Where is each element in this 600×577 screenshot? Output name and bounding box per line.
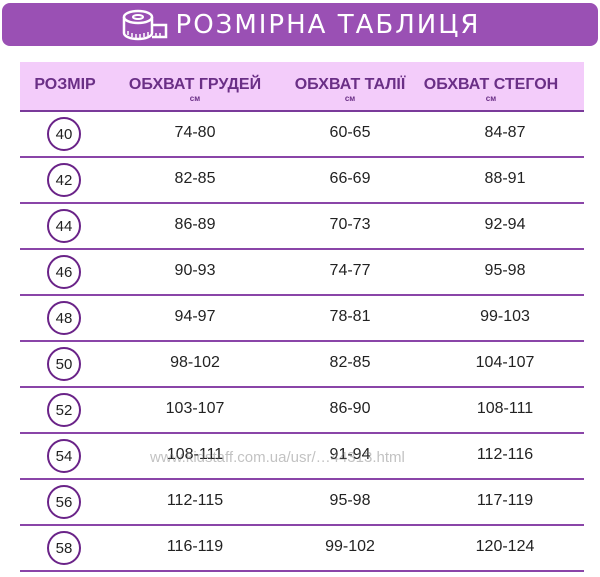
hips-cell: 117-119 [476, 492, 534, 509]
title-banner: РОЗМІРНА ТАБЛИЦЯ [2, 3, 598, 46]
waist-cell: 95-98 [329, 492, 371, 509]
size-badge: 52 [47, 393, 81, 427]
page-title: РОЗМІРНА ТАБЛИЦЯ [175, 9, 481, 40]
table-row: 42 82-85 66-69 88-91 [20, 158, 584, 204]
waist-cell: 66-69 [329, 170, 371, 187]
hips-cell: 99-103 [480, 308, 530, 325]
measuring-tape-icon [122, 9, 167, 40]
size-badge: 50 [47, 347, 81, 381]
table-row: 52 103-107 86-90 108-111 [20, 388, 584, 434]
watermark: www.kidstaff.com.ua/usr/…44313.html [150, 449, 405, 466]
hips-cell: 108-111 [476, 400, 534, 417]
waist-cell: 70-73 [329, 216, 371, 233]
header-chest: ОБХВАТ ГРУДЕЙ см [128, 76, 262, 103]
table-row: 50 98-102 82-85 104-107 [20, 342, 584, 388]
chest-cell: 116-119 [166, 538, 224, 555]
waist-cell: 60-65 [329, 124, 371, 141]
waist-cell: 74-77 [329, 262, 371, 279]
chest-cell: 112-115 [166, 492, 224, 509]
chest-cell: 103-107 [165, 400, 225, 417]
table-row: 54 108-111 91-94 112-116 [20, 434, 584, 480]
table-row: 56 112-115 95-98 117-119 [20, 480, 584, 526]
size-badge: 44 [47, 209, 81, 243]
table-row: 44 86-89 70-73 92-94 [20, 204, 584, 250]
table-row: 48 94-97 78-81 99-103 [20, 296, 584, 342]
chest-cell: 90-93 [174, 262, 216, 279]
hips-cell: 92-94 [484, 216, 526, 233]
chest-cell: 82-85 [174, 170, 216, 187]
waist-cell: 78-81 [329, 308, 371, 325]
waist-cell: 82-85 [329, 354, 371, 371]
header-size: РОЗМІР [34, 76, 96, 93]
size-badge: 48 [47, 301, 81, 335]
hips-cell: 95-98 [484, 262, 526, 279]
size-badge: 42 [47, 163, 81, 197]
table-row: 58 116-119 99-102 120-124 [20, 526, 584, 572]
header-hips: ОБХВАТ СТЕГОН см [423, 76, 559, 103]
table-header: РОЗМІР ОБХВАТ ГРУДЕЙ см ОБХВАТ ТАЛІЇ см ОБ… [20, 62, 584, 112]
chest-cell: 94-97 [174, 308, 216, 325]
table-row: 40 74-80 60-65 84-87 [20, 112, 584, 158]
chest-cell: 108-111 [166, 446, 224, 463]
hips-cell: 104-107 [475, 354, 535, 371]
waist-cell: 86-90 [329, 400, 371, 417]
size-badge: 54 [47, 439, 81, 473]
hips-cell: 84-87 [484, 124, 526, 141]
waist-cell: 91-94 [329, 446, 371, 463]
hips-cell: 88-91 [484, 170, 526, 187]
size-badge: 46 [47, 255, 81, 289]
hips-cell: 120-124 [475, 538, 535, 555]
header-waist: ОБХВАТ ТАЛІЇ см [294, 76, 406, 103]
chest-cell: 98-102 [170, 354, 220, 371]
hips-cell: 112-116 [476, 446, 534, 463]
chest-cell: 86-89 [174, 216, 216, 233]
chest-cell: 74-80 [174, 124, 216, 141]
table-row: 46 90-93 74-77 95-98 [20, 250, 584, 296]
size-badge: 56 [47, 485, 81, 519]
waist-cell: 99-102 [325, 538, 375, 555]
size-badge: 58 [47, 531, 81, 565]
size-badge: 40 [47, 117, 81, 151]
